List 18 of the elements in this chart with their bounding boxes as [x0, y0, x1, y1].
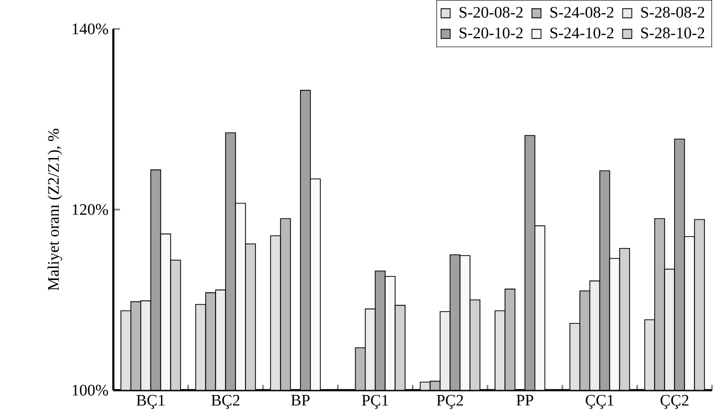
- legend-label: S-24-10-2: [550, 27, 614, 38]
- x-tick-label: PÇ1: [362, 394, 388, 409]
- y-tick-label: 120%: [72, 204, 108, 215]
- y-tick-label: 100%: [72, 384, 108, 396]
- y-tick-label: 140%: [72, 23, 108, 34]
- legend-label: S-28-08-2: [641, 6, 704, 18]
- x-tick-label: BP: [291, 394, 310, 406]
- legend-label: S-28-10-2: [641, 27, 704, 38]
- legend-label: S-20-10-2: [460, 27, 523, 38]
- x-tick-label: PÇ2: [436, 394, 463, 409]
- x-tick-label: ÇÇ2: [660, 394, 688, 409]
- x-tick-label: BÇ2: [211, 394, 240, 409]
- x-tick-label: PP: [516, 394, 534, 406]
- legend-label: S-20-08-2: [460, 6, 523, 18]
- legend-label: S-24-08-2: [550, 6, 614, 18]
- x-tick-label: BÇ1: [136, 394, 164, 409]
- x-tick-label: ÇÇ1: [586, 394, 614, 409]
- y-axis-title: Maliyet oranı (Z2/Z1), %: [48, 128, 62, 290]
